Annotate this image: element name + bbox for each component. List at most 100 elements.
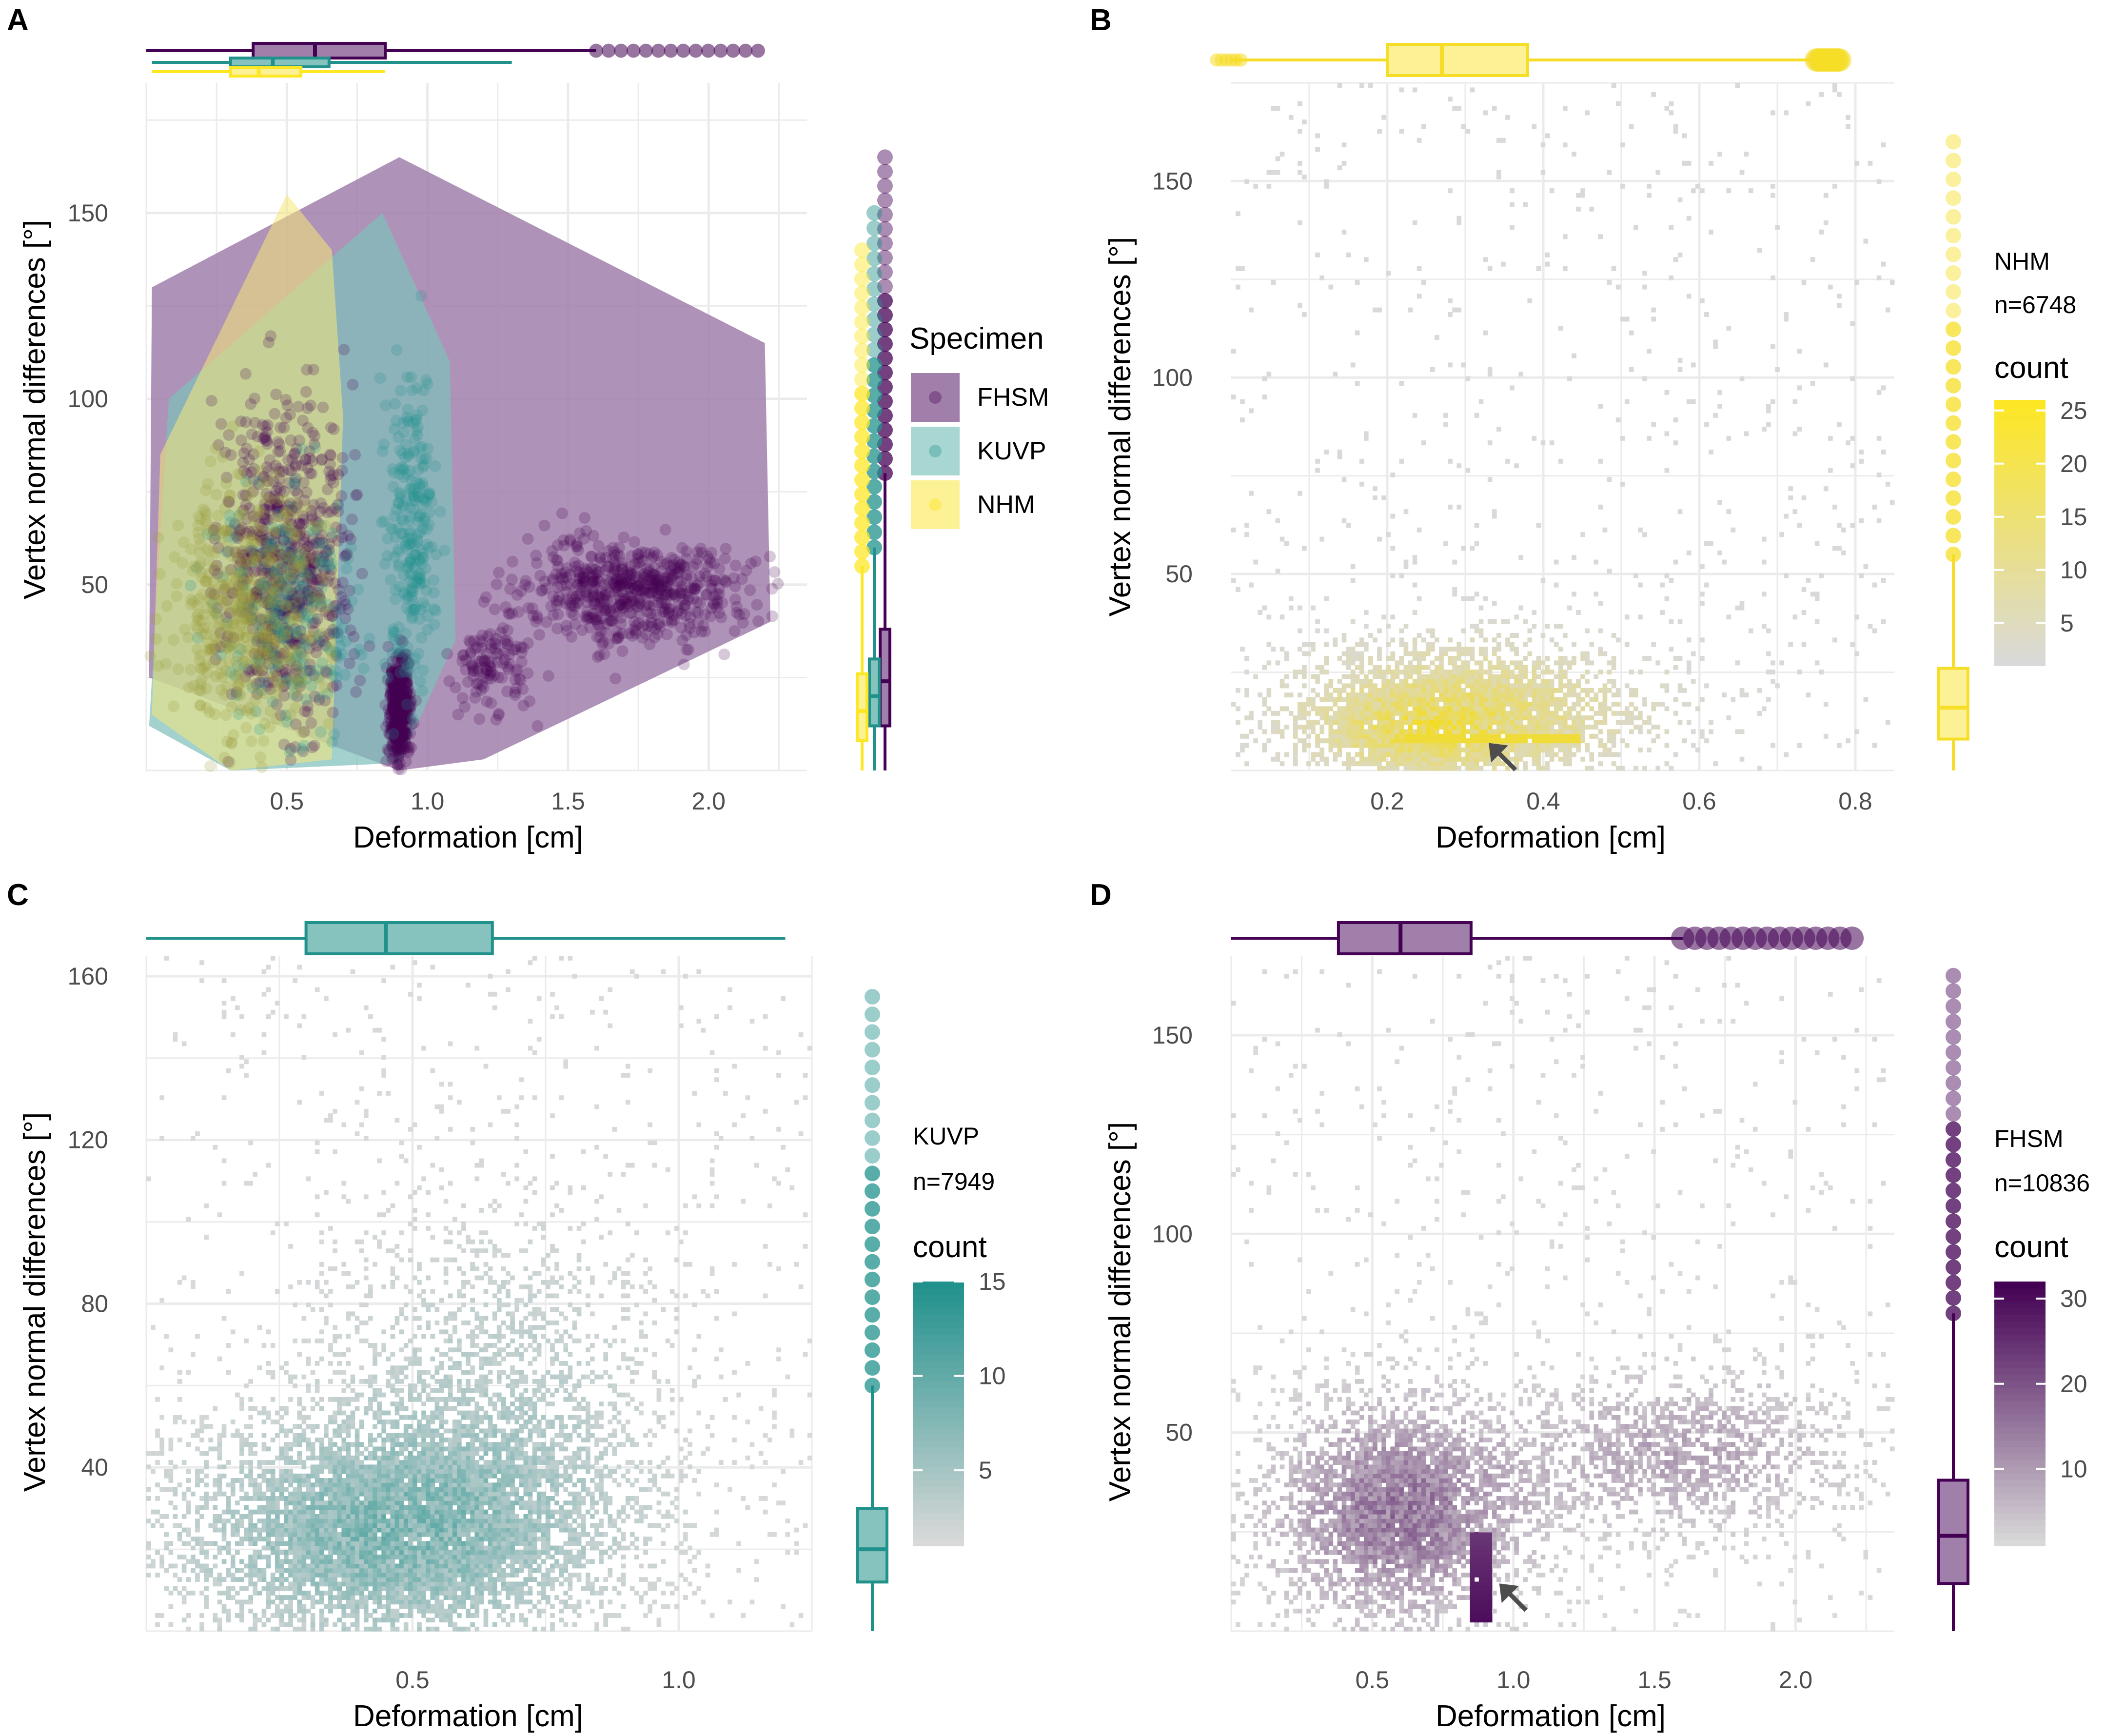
point-fhsm xyxy=(302,585,314,597)
heatmap-cell xyxy=(1487,729,1493,734)
heatmap-cell xyxy=(1399,679,1404,684)
point-fhsm xyxy=(640,599,652,612)
heatmap-cell xyxy=(1399,738,1404,744)
point-fhsm xyxy=(302,706,314,718)
heatmap-cell xyxy=(1677,720,1683,725)
point-nhm xyxy=(236,505,248,517)
point-fhsm xyxy=(259,548,271,560)
heatmap-cell xyxy=(1598,234,1603,239)
heatmap-cell xyxy=(1461,702,1466,707)
point-fhsm xyxy=(235,434,247,446)
heatmap-cell xyxy=(1298,160,1302,166)
heatmap-cell xyxy=(1580,706,1585,711)
heatmap-cell xyxy=(1359,748,1364,752)
heatmap-cell xyxy=(1443,738,1448,744)
heatmap-cell xyxy=(1642,702,1647,707)
heatmap-cell xyxy=(1549,748,1554,752)
point-nhm xyxy=(232,680,244,692)
point-fhsm xyxy=(718,648,730,660)
heatmap-cell xyxy=(1576,715,1581,721)
heatmap-cell xyxy=(1306,733,1311,739)
heatmap-cell xyxy=(1395,733,1400,739)
heatmap-cell xyxy=(1381,743,1386,748)
ybox-kuvp-box xyxy=(868,657,881,728)
heatmap-cell xyxy=(1302,743,1307,748)
heatmap-cell xyxy=(1572,729,1576,734)
point-fhsm xyxy=(270,666,282,678)
heatmap-cell xyxy=(1572,688,1576,693)
heatmap-cell xyxy=(1359,752,1364,757)
heatmap-cell xyxy=(1465,674,1471,679)
heatmap-cell xyxy=(1518,665,1523,670)
x-tick-label: 1.0 xyxy=(411,788,445,815)
heatmap-cell xyxy=(1456,733,1462,739)
heatmap-cell xyxy=(1638,729,1643,734)
heatmap-cell xyxy=(1456,670,1462,675)
point-fhsm xyxy=(223,429,235,441)
point-fhsm xyxy=(269,581,281,593)
heatmap-cell xyxy=(1474,679,1479,684)
heatmap-cell xyxy=(1549,710,1554,716)
heatmap-cell xyxy=(1412,729,1417,734)
heatmap-cell xyxy=(1518,674,1523,679)
heatmap-cell xyxy=(1505,670,1510,675)
heatmap-cell xyxy=(1416,752,1422,757)
heatmap-cell xyxy=(1350,720,1356,725)
heatmap-cell xyxy=(1615,720,1621,725)
point-fhsm xyxy=(294,526,306,538)
point-fhsm xyxy=(272,579,284,591)
point-fhsm xyxy=(321,667,333,679)
point-fhsm xyxy=(286,505,298,517)
point-fhsm xyxy=(261,461,273,473)
point-fhsm xyxy=(287,637,299,649)
heatmap-cell xyxy=(1412,656,1417,661)
point-fhsm xyxy=(492,567,505,579)
heatmap-cell xyxy=(1669,101,1674,106)
heatmap-cell xyxy=(1465,679,1471,684)
point-fhsm xyxy=(671,567,684,579)
heatmap-cell xyxy=(1514,720,1519,725)
point-nhm xyxy=(240,722,253,734)
heatmap-cell xyxy=(1585,702,1590,707)
heatmap-cell xyxy=(1399,756,1404,762)
heatmap-cell xyxy=(1443,725,1448,730)
point-fhsm xyxy=(266,617,278,630)
point-fhsm xyxy=(610,672,622,685)
heatmap-cell xyxy=(1364,733,1369,739)
heatmap-cell xyxy=(1589,688,1594,693)
point-fhsm xyxy=(325,506,337,518)
heatmap-cell xyxy=(1549,738,1554,744)
point-fhsm xyxy=(255,612,267,625)
heatmap-cell xyxy=(1527,752,1533,757)
heatmap-cell xyxy=(1470,688,1475,693)
point-fhsm xyxy=(304,467,316,479)
heatmap-cell xyxy=(1364,720,1369,725)
point-fhsm xyxy=(267,552,279,564)
heatmap-cell xyxy=(1523,697,1528,702)
point-fhsm xyxy=(542,670,554,682)
point-nhm xyxy=(263,493,275,505)
point-fhsm xyxy=(286,571,298,583)
heatmap-cell xyxy=(1377,729,1382,734)
heatmap-cell xyxy=(1395,697,1400,702)
point-fhsm xyxy=(248,448,260,460)
heatmap-cell xyxy=(1435,665,1439,670)
heatmap-cell xyxy=(1359,697,1364,702)
heatmap-cell xyxy=(1540,710,1546,716)
heatmap-cell xyxy=(1487,702,1493,707)
point-fhsm xyxy=(247,486,259,498)
point-fhsm xyxy=(211,602,223,614)
heatmap-cell xyxy=(1669,766,1674,771)
heatmap-cell xyxy=(1496,175,1501,179)
heatmap-cell xyxy=(1346,738,1351,744)
point-nhm xyxy=(220,524,233,536)
heatmap-cell xyxy=(1505,665,1510,670)
heatmap-cell xyxy=(1390,637,1396,643)
point-fhsm xyxy=(307,363,319,375)
heatmap-cell xyxy=(1523,738,1528,744)
heatmap-cell xyxy=(1373,688,1377,693)
heatmap-cell xyxy=(1549,715,1554,721)
heatmap-cell xyxy=(1302,702,1307,707)
heatmap-cell xyxy=(1421,679,1426,684)
heatmap-cell xyxy=(1470,692,1475,698)
